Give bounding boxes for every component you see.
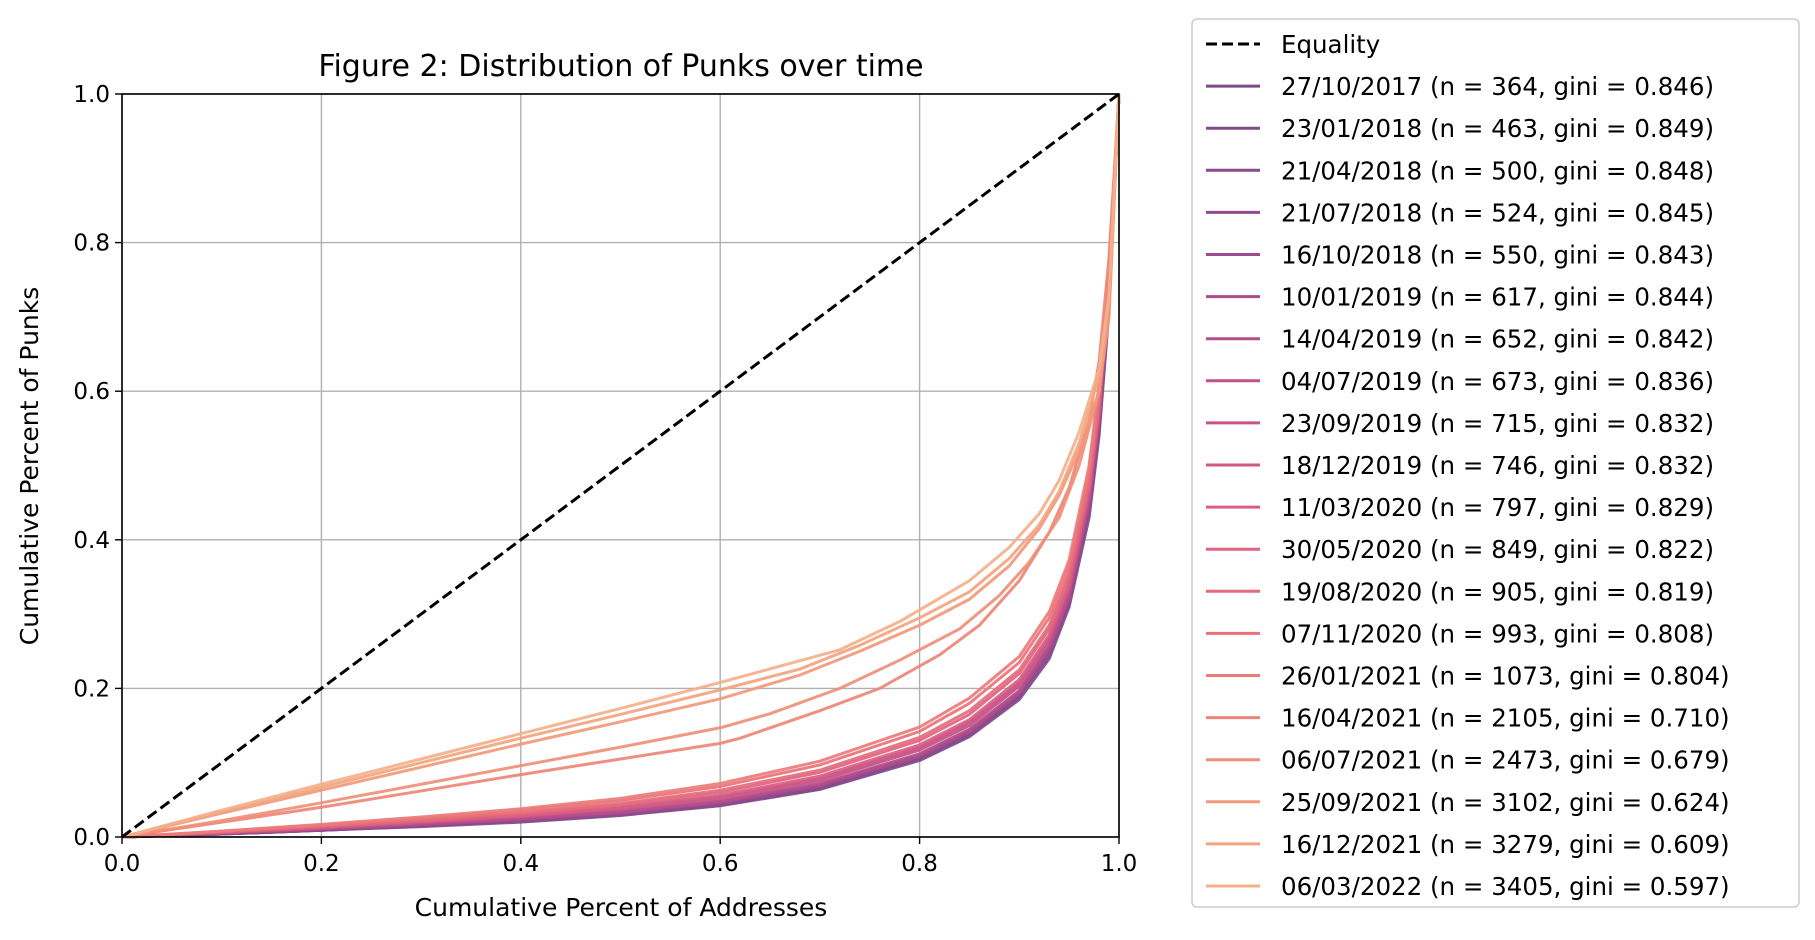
grid — [121, 93, 1120, 838]
legend-entry: 25/09/2021 (n = 3102, gini = 0.624) — [1206, 788, 1730, 817]
series-lines — [121, 93, 1121, 839]
legend-frame — [1191, 18, 1800, 908]
legend-label: 16/12/2021 (n = 3279, gini = 0.609) — [1281, 830, 1730, 859]
legend-label: Equality — [1281, 30, 1380, 59]
legend-label: 25/09/2021 (n = 3102, gini = 0.624) — [1281, 788, 1730, 817]
y-tick-label: 0.0 — [73, 825, 110, 851]
legend-entry: 16/10/2018 (n = 550, gini = 0.843) — [1206, 241, 1714, 270]
legend-entry: 18/12/2019 (n = 746, gini = 0.832) — [1206, 451, 1714, 480]
legend-entry: 26/01/2021 (n = 1073, gini = 0.804) — [1206, 662, 1730, 691]
legend-entry: 23/09/2019 (n = 715, gini = 0.832) — [1206, 409, 1714, 438]
x-tick-label: 0.4 — [503, 851, 540, 877]
y-tick-label: 0.6 — [73, 379, 110, 405]
legend-label: 18/12/2019 (n = 746, gini = 0.832) — [1281, 451, 1714, 480]
legend-label: 10/01/2019 (n = 617, gini = 0.844) — [1281, 283, 1714, 312]
y-tick-label: 0.8 — [73, 231, 110, 257]
plot-frame — [121, 93, 1120, 838]
legend-label: 19/08/2020 (n = 905, gini = 0.819) — [1281, 577, 1714, 606]
legend-entry: 10/01/2019 (n = 617, gini = 0.844) — [1206, 283, 1714, 312]
legend-entry: 30/05/2020 (n = 849, gini = 0.822) — [1206, 535, 1714, 564]
legend-entry: 06/03/2022 (n = 3405, gini = 0.597) — [1206, 872, 1730, 901]
legend-label: 11/03/2020 (n = 797, gini = 0.829) — [1281, 493, 1714, 522]
y-tick-label: 1.0 — [73, 82, 110, 108]
legend-label: 07/11/2020 (n = 993, gini = 0.808) — [1281, 619, 1714, 648]
chart-title: Figure 2: Distribution of Punks over tim… — [318, 49, 923, 84]
x-tick-label: 0.2 — [303, 851, 340, 877]
x-tick-label: 0.0 — [104, 851, 141, 877]
axis-ticks: 0.0 0.2 0.4 0.6 0.8 1.0 0.0 0.2 0.4 0.6 0.8 1.0 — [73, 82, 1137, 877]
legend-label: 16/04/2021 (n = 2105, gini = 0.710) — [1281, 704, 1730, 733]
y-tick-label: 0.2 — [73, 676, 110, 702]
legend-label: 21/04/2018 (n = 500, gini = 0.848) — [1281, 156, 1714, 185]
legend-label: 06/07/2021 (n = 2473, gini = 0.679) — [1281, 746, 1730, 775]
legend-label: 27/10/2017 (n = 364, gini = 0.846) — [1281, 72, 1714, 101]
legend-entry: 11/03/2020 (n = 797, gini = 0.829) — [1206, 493, 1714, 522]
y-axis-title: Cumulative Percent of Punks — [15, 287, 44, 646]
legend-entry: 04/07/2019 (n = 673, gini = 0.836) — [1206, 367, 1714, 396]
legend-label: 06/03/2022 (n = 3405, gini = 0.597) — [1281, 872, 1730, 901]
legend: Equality 27/10/2017 (n = 364, gini = 0.84… — [1191, 18, 1800, 908]
legend-label: 16/10/2018 (n = 550, gini = 0.843) — [1281, 241, 1714, 270]
legend-label: 21/07/2018 (n = 524, gini = 0.845) — [1281, 198, 1714, 227]
x-axis-title: Cumulative Percent of Addresses — [415, 893, 828, 922]
x-tick-label: 0.8 — [901, 851, 938, 877]
legend-entry: 07/11/2020 (n = 993, gini = 0.808) — [1206, 619, 1714, 648]
legend-entry: 06/07/2021 (n = 2473, gini = 0.679) — [1206, 746, 1730, 775]
legend-entry: 21/04/2018 (n = 500, gini = 0.848) — [1206, 156, 1714, 185]
legend-entry: 14/04/2019 (n = 652, gini = 0.842) — [1206, 325, 1714, 354]
legend-label: 23/09/2019 (n = 715, gini = 0.832) — [1281, 409, 1714, 438]
legend-label: 04/07/2019 (n = 673, gini = 0.836) — [1281, 367, 1714, 396]
series-line-19 — [121, 93, 1121, 839]
legend-label: 30/05/2020 (n = 849, gini = 0.822) — [1281, 535, 1714, 564]
legend-entry: 21/07/2018 (n = 524, gini = 0.845) — [1206, 198, 1714, 227]
legend-entry: 16/04/2021 (n = 2105, gini = 0.710) — [1206, 704, 1730, 733]
series-line-20 — [121, 93, 1121, 839]
series-line-17 — [121, 93, 1121, 839]
x-tick-label: 1.0 — [1101, 851, 1138, 877]
x-tick-label: 0.6 — [702, 851, 739, 877]
series-line-18 — [121, 93, 1121, 839]
legend-label: 23/01/2018 (n = 463, gini = 0.849) — [1281, 114, 1714, 143]
legend-label: 14/04/2019 (n = 652, gini = 0.842) — [1281, 325, 1714, 354]
legend-label: 26/01/2021 (n = 1073, gini = 0.804) — [1281, 662, 1730, 691]
legend-entry: 19/08/2020 (n = 905, gini = 0.819) — [1206, 577, 1714, 606]
legend-entry: Equality — [1206, 30, 1380, 59]
legend-entry: 27/10/2017 (n = 364, gini = 0.846) — [1206, 72, 1714, 101]
legend-entry: 23/01/2018 (n = 463, gini = 0.849) — [1206, 114, 1714, 143]
series-line-15 — [121, 93, 1121, 839]
legend-entry: 16/12/2021 (n = 3279, gini = 0.609) — [1206, 830, 1730, 859]
y-tick-label: 0.4 — [73, 528, 110, 554]
